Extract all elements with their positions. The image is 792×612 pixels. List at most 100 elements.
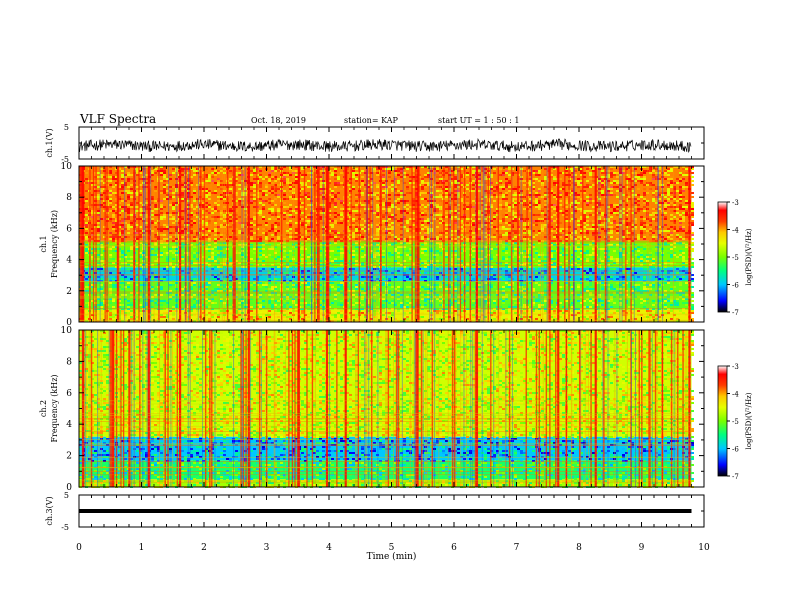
- psd-cell: [214, 172, 217, 174]
- psd-cell: [436, 318, 439, 320]
- psd-cell: [121, 224, 124, 226]
- psd-cell: [283, 272, 286, 274]
- psd-cell: [388, 204, 391, 206]
- psd-cell: [205, 284, 208, 286]
- psd-cell: [109, 232, 112, 234]
- psd-cell: [421, 208, 424, 210]
- psd-cell: [235, 210, 238, 212]
- psd-cell: [124, 312, 127, 314]
- psd-cell: [376, 230, 379, 232]
- psd-cell: [259, 284, 262, 286]
- psd-cell: [109, 244, 112, 246]
- psd-cell: [355, 316, 358, 318]
- psd-cell: [208, 236, 211, 238]
- psd-cell: [109, 308, 112, 310]
- psd-cell: [277, 294, 280, 296]
- psd-cell: [190, 314, 193, 316]
- psd-cell: [100, 306, 103, 308]
- psd-cell: [388, 310, 391, 312]
- psd-cell: [121, 220, 124, 222]
- psd-cell: [190, 268, 193, 270]
- psd-cell: [112, 286, 115, 288]
- psd-cell: [238, 230, 241, 232]
- psd-cell: [256, 294, 259, 296]
- psd-cell: [229, 310, 232, 312]
- psd-cell: [310, 168, 313, 170]
- psd-cell: [136, 316, 139, 318]
- psd-cell: [352, 316, 355, 318]
- psd-cell: [142, 296, 145, 298]
- psd-cell: [352, 232, 355, 234]
- psd-cell: [172, 284, 175, 286]
- psd-cell: [277, 170, 280, 172]
- psd-cell: [238, 312, 241, 314]
- psd-cell: [286, 262, 289, 264]
- psd-cell: [262, 244, 265, 246]
- psd-cell: [202, 290, 205, 292]
- psd-cell: [265, 244, 268, 246]
- psd-cell: [229, 246, 232, 248]
- psd-cell: [253, 182, 256, 184]
- psd-cell: [334, 208, 337, 210]
- psd-cell: [124, 262, 127, 264]
- psd-cell: [193, 204, 196, 206]
- psd-cell: [175, 194, 178, 196]
- psd-cell: [187, 268, 190, 270]
- psd-cell: [118, 212, 121, 214]
- psd-cell: [238, 198, 241, 200]
- psd-cell: [376, 200, 379, 202]
- psd-cell: [295, 284, 298, 286]
- psd-cell: [202, 268, 205, 270]
- psd-cell: [181, 178, 184, 180]
- psd-cell: [253, 200, 256, 202]
- psd-cell: [202, 236, 205, 238]
- psd-cell: [136, 284, 139, 286]
- psd-cell: [196, 264, 199, 266]
- psd-cell: [196, 170, 199, 172]
- psd-cell: [223, 172, 226, 174]
- psd-cell: [334, 212, 337, 214]
- psd-cell: [205, 266, 208, 268]
- psd-cell: [217, 316, 220, 318]
- psd-cell: [115, 212, 118, 214]
- psd-cell: [259, 166, 262, 168]
- psd-cell: [151, 246, 154, 248]
- psd-cell: [211, 192, 214, 194]
- psd-cell: [130, 222, 133, 224]
- psd-cell: [337, 198, 340, 200]
- psd-cell: [397, 238, 400, 240]
- psd-cell: [163, 298, 166, 300]
- psd-cell: [139, 254, 142, 256]
- psd-cell: [127, 180, 130, 182]
- psd-cell: [154, 188, 157, 190]
- psd-cell: [127, 318, 130, 320]
- psd-cell: [187, 194, 190, 196]
- psd-cell: [301, 258, 304, 260]
- psd-cell: [274, 252, 277, 254]
- psd-cell: [187, 240, 190, 242]
- psd-cell: [295, 180, 298, 182]
- psd-cell: [169, 190, 172, 192]
- psd-cell: [169, 284, 172, 286]
- psd-cell: [259, 296, 262, 298]
- psd-cell: [190, 248, 193, 250]
- psd-cell: [289, 198, 292, 200]
- psd-cell: [268, 288, 271, 290]
- psd-cell: [220, 212, 223, 214]
- psd-cell: [307, 194, 310, 196]
- psd-cell: [376, 198, 379, 200]
- psd-cell: [421, 224, 424, 226]
- psd-cell: [244, 306, 247, 308]
- psd-cell: [445, 224, 448, 226]
- psd-cell: [160, 256, 163, 258]
- psd-cell: [118, 236, 121, 238]
- psd-cell: [397, 184, 400, 186]
- psd-cell: [391, 300, 394, 302]
- psd-cell: [301, 280, 304, 282]
- psd-cell: [307, 204, 310, 206]
- psd-cell: [127, 320, 130, 322]
- psd-cell: [250, 218, 253, 220]
- psd-cell: [190, 296, 193, 298]
- psd-cell: [292, 196, 295, 198]
- psd-cell: [217, 312, 220, 314]
